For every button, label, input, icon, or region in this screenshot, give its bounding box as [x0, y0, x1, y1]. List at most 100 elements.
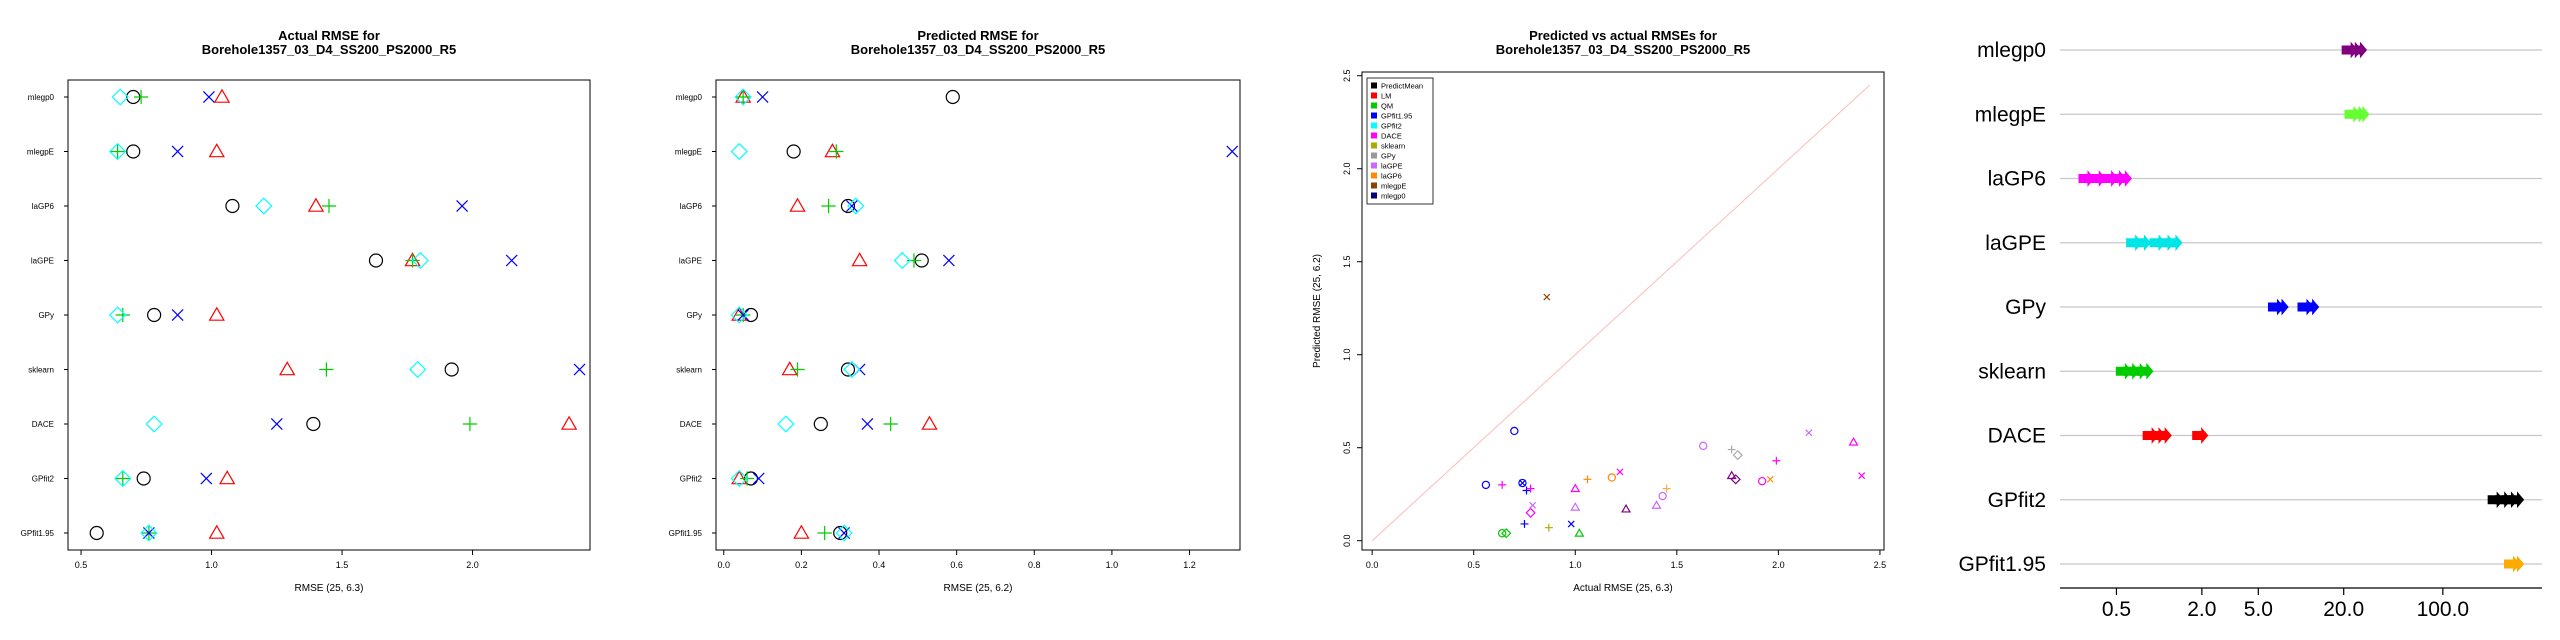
predicted-point-diamond-mlegpE	[730, 142, 748, 161]
predicted-point-circle-sklearn	[840, 362, 856, 377]
predicted-xtick-label: 0.8	[1028, 560, 1041, 570]
scatter-point	[1574, 528, 1585, 537]
predicted-point-diamond-sklearn	[843, 360, 861, 379]
predicted-category-label: GPy	[686, 311, 702, 320]
predicted-point-circle-mlegpE	[786, 144, 801, 159]
predicted-point-plus-GPfit1.95	[817, 525, 832, 541]
predicted-point-diamond-GPfit2	[730, 469, 748, 488]
actual-point-triangle-mlegpE	[208, 143, 225, 158]
legend-swatch-mlegp0	[1371, 192, 1377, 199]
actual-point-triangle-GPfit1.95	[208, 524, 225, 539]
scatter-xtick-label: 1.5	[1671, 560, 1684, 570]
predicted-point-triangle-mlegpE	[824, 143, 841, 158]
scatter-point	[1544, 523, 1553, 532]
scatter-point	[1651, 500, 1662, 509]
predicted-point-cross-GPfit2	[752, 472, 765, 485]
actual-point-diamond-mlegpE	[108, 142, 127, 161]
row-label-laGP6: laGP6	[1988, 168, 2046, 191]
scatter-point	[1501, 528, 1512, 539]
actual-point-cross-mlegpE	[171, 145, 184, 158]
scatter-point	[1757, 476, 1767, 486]
predicted-point-cross-laGP6	[845, 200, 858, 212]
legend-swatch-DACE	[1371, 132, 1377, 139]
actual-point-cross-sklearn	[573, 363, 586, 376]
predicted-point-triangle-laGP6	[789, 197, 806, 212]
legend-swatch-laGP6	[1371, 172, 1377, 179]
legend-swatch-sklearn	[1371, 142, 1377, 149]
scatter-xtick-label: 2.5	[1874, 560, 1887, 570]
actual-point-plus-mlegpE	[110, 144, 125, 159]
identity-line	[1371, 84, 1871, 542]
predicted-point-triangle-GPfit2	[731, 470, 748, 485]
predicted-point-triangle-DACE	[921, 415, 938, 430]
log-xtick-label: 0.5	[2102, 598, 2131, 621]
actual-category-label: mlegpE	[27, 148, 54, 157]
scatter-point	[1621, 503, 1632, 513]
arrow-mark-GPfit1.95	[2508, 555, 2525, 573]
actual-point-circle-GPfit2	[136, 471, 151, 486]
predicted-point-triangle-sklearn	[781, 361, 798, 376]
row-label-mlegp0: mlegp0	[1977, 39, 2046, 62]
scatter-point	[1607, 473, 1617, 482]
legend-swatch-GPfit2	[1371, 122, 1377, 129]
scatter-point	[1543, 293, 1551, 301]
actual-xtick-label: 1.5	[336, 560, 349, 570]
predicted-category-label: mlegpE	[675, 148, 702, 157]
scatter-ytick-label: 2.5	[1342, 69, 1352, 82]
legend-label-PredictMean: PredictMean	[1381, 82, 1423, 91]
arrow-mark-mlegp0	[2350, 41, 2368, 59]
legend-label-GPfit2: GPfit2	[1381, 122, 1402, 131]
predicted-category-label: mlegp0	[676, 93, 703, 102]
scatter-ytick-label: 1.5	[1342, 255, 1352, 268]
scatter-ytick-label: 0.5	[1342, 441, 1352, 454]
predicted-point-plus-DACE	[883, 416, 898, 432]
actual-point-circle-sklearn	[444, 362, 459, 377]
panel-actual-rmse: Actual RMSE forBorehole1357_03_D4_SS200_…	[21, 28, 591, 594]
actual-point-triangle-mlegp0	[213, 88, 231, 103]
legend-label-GPy: GPy	[1381, 152, 1396, 161]
predicted-point-diamond-DACE	[777, 415, 795, 433]
scatter-title-line-1: Predicted vs actual RMSEs for	[1529, 28, 1717, 43]
arrow-mark-GPy	[2303, 298, 2320, 316]
predicted-category-label: GPfit1.95	[669, 529, 703, 538]
row-label-GPfit1.95: GPfit1.95	[1958, 553, 2046, 576]
scatter-point	[1522, 486, 1531, 495]
row-label-GPy: GPy	[2005, 296, 2046, 319]
legend-label-QM: QM	[1381, 102, 1393, 111]
row-label-mlegpE: mlegpE	[1975, 103, 2046, 126]
predicted-category-label: laGP6	[680, 202, 703, 211]
actual-point-circle-laGP6	[225, 198, 240, 214]
scatter-point	[1805, 429, 1813, 437]
scatter-point	[1658, 491, 1667, 501]
actual-point-triangle-GPy	[208, 306, 225, 321]
scatter-xtick-label: 1.0	[1569, 560, 1582, 570]
scatter-point	[1518, 479, 1526, 487]
predicted-point-diamond-laGP6	[847, 197, 865, 215]
legend-label-laGPE: laGPE	[1381, 162, 1403, 171]
row-label-GPfit2: GPfit2	[1988, 489, 2046, 512]
scatter-ytick-label: 2.0	[1342, 162, 1352, 175]
scatter-point	[1481, 480, 1491, 490]
predicted-point-circle-mlegp0	[945, 89, 960, 105]
actual-point-cross-GPy	[171, 309, 184, 321]
scatter-point	[1699, 441, 1708, 451]
predicted-frame	[715, 79, 1241, 551]
predicted-category-label: laGPE	[679, 257, 702, 266]
actual-point-triangle-DACE	[560, 415, 578, 430]
scatter-title-line-2: Borehole1357_03_D4_SS200_PS2000_R5	[1496, 42, 1750, 57]
predicted-point-plus-sklearn	[790, 362, 805, 377]
scatter-point	[1570, 483, 1581, 493]
scatter-point	[1510, 426, 1519, 436]
legend-swatch-GPy	[1371, 152, 1377, 159]
scatter-point	[1518, 478, 1527, 488]
actual-category-label: GPfit2	[32, 475, 55, 484]
row-label-laGPE: laGPE	[1985, 232, 2046, 255]
legend-box	[1366, 77, 1434, 205]
predicted-point-diamond-mlegp0	[734, 88, 752, 106]
row-label-sklearn: sklearn	[1978, 360, 2046, 383]
scatter-point	[1567, 520, 1575, 528]
actual-point-plus-GPy	[115, 307, 130, 323]
predicted-point-circle-laGP6	[840, 198, 856, 214]
scatter-point	[1583, 475, 1592, 484]
